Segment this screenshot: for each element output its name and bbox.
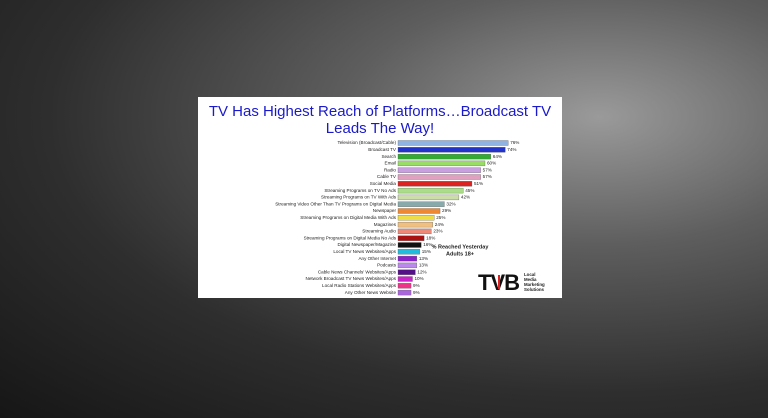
value-label: 13%	[419, 256, 428, 261]
category-label: Digital Newspaper/Magazine	[338, 242, 397, 247]
value-label: 15%	[422, 249, 431, 254]
category-label: Magazines	[374, 222, 397, 227]
category-label: Podcasts	[377, 263, 397, 268]
bar	[397, 174, 481, 180]
logo-tagline: Solutions	[524, 287, 545, 292]
category-label: Cable News Channels' Websites/Apps	[318, 269, 397, 274]
bar	[397, 269, 416, 275]
chart: Television (Broadcast/Cable) 76% Broadcast…	[275, 140, 545, 296]
category-label: Newspaper	[373, 208, 397, 213]
value-label: 18%	[426, 235, 435, 240]
value-label: 9%	[413, 283, 420, 288]
category-label: Streaming Programs on Digital Media With…	[300, 215, 396, 220]
value-label: 13%	[419, 263, 428, 268]
value-label: 25%	[436, 215, 445, 220]
category-label: Streaming Programs on TV No Ads	[324, 188, 396, 193]
value-label: 57%	[483, 174, 492, 179]
bar	[397, 289, 412, 296]
bar	[397, 249, 420, 255]
bar	[397, 283, 412, 289]
bar	[397, 181, 473, 187]
value-label: 60%	[487, 161, 496, 166]
category-label: Streaming Audio	[362, 229, 396, 234]
bar	[397, 147, 506, 153]
bar	[397, 201, 445, 207]
value-label: 9%	[413, 290, 420, 295]
bar	[397, 242, 422, 248]
bar	[397, 153, 491, 160]
category-label: Search	[381, 154, 396, 159]
value-label: 32%	[446, 201, 455, 206]
category-label: Local TV News Websites/Apps	[333, 249, 396, 254]
bar	[397, 208, 441, 214]
value-label: 12%	[417, 269, 426, 274]
category-label: Social Media	[370, 181, 397, 186]
value-label: 51%	[474, 181, 483, 186]
value-label: 64%	[493, 154, 502, 159]
annotation: Adults 18+	[446, 251, 474, 257]
category-label: Streaming Programs on Digital Media No A…	[304, 235, 397, 240]
category-label: Cable TV	[377, 174, 397, 179]
bar	[397, 255, 418, 262]
category-label: Any Other News Website	[345, 290, 397, 295]
category-label: Streaming Programs on TV With Ads	[321, 195, 397, 200]
annotation: % Reached Yesterday	[432, 244, 490, 250]
category-label: Broadcast TV	[368, 147, 397, 152]
logo-tagline: Media	[524, 277, 537, 282]
category-label: Radio	[384, 167, 396, 172]
value-label: 23%	[433, 229, 442, 234]
bar	[397, 276, 413, 282]
logo-tagline: Local	[524, 272, 535, 277]
bar	[397, 262, 418, 269]
category-label: Any Other Internet	[358, 256, 396, 261]
bar	[397, 221, 433, 228]
category-label: Local Radio Stations Websites/Apps	[322, 283, 397, 288]
value-label: 10%	[415, 276, 424, 281]
category-label: Email	[385, 161, 397, 166]
value-label: 76%	[510, 140, 519, 145]
bar	[397, 228, 432, 235]
value-label: 57%	[483, 167, 492, 172]
bar	[397, 235, 425, 241]
value-label: 42%	[461, 195, 470, 200]
category-label: Streaming Video Other Than TV Programs o…	[275, 201, 396, 206]
bar	[397, 140, 509, 146]
category-label: Network Broadcast TV News Websites/Apps	[306, 276, 397, 281]
value-label: 45%	[465, 188, 474, 193]
chart-panel: Television (Broadcast/Cable) 76% Broadcast…	[198, 97, 562, 298]
logo-tagline: Marketing	[524, 282, 545, 287]
bar	[397, 167, 481, 173]
category-label: Television (Broadcast/Cable)	[338, 140, 397, 145]
value-label: 74%	[507, 147, 516, 152]
chart-title: TV Has Highest Reach of Platforms…Broadc…	[208, 103, 552, 137]
value-label: 29%	[442, 208, 451, 213]
value-label: 16%	[423, 242, 432, 247]
value-label: 24%	[435, 222, 444, 227]
logo-accent	[498, 275, 500, 289]
bar	[397, 187, 464, 194]
bar	[397, 160, 486, 167]
bar	[397, 194, 460, 201]
bar	[397, 215, 435, 221]
